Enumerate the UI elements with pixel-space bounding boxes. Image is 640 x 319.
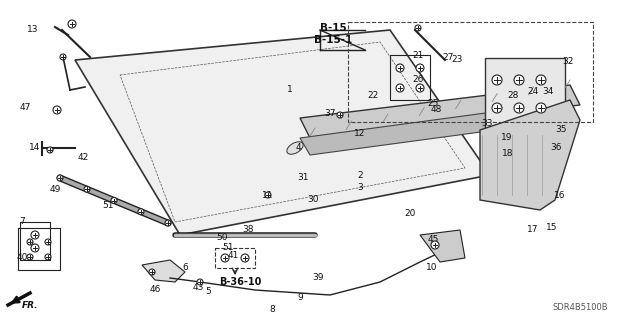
Text: 13: 13 [28,26,39,34]
Circle shape [416,84,424,92]
Text: 46: 46 [149,286,161,294]
Text: 3: 3 [357,182,363,191]
Text: 14: 14 [29,144,41,152]
Text: 39: 39 [312,273,324,283]
Text: 30: 30 [307,196,319,204]
Text: SDR4B5100B: SDR4B5100B [552,303,608,313]
Circle shape [45,254,51,260]
Circle shape [47,147,53,153]
Polygon shape [75,30,490,235]
Ellipse shape [287,142,303,154]
Text: 27: 27 [442,54,454,63]
Text: 6: 6 [182,263,188,272]
Text: 31: 31 [297,174,308,182]
Text: 48: 48 [430,106,442,115]
Text: 26: 26 [412,76,424,85]
Text: 42: 42 [77,153,88,162]
Circle shape [53,106,61,114]
Text: FR.: FR. [22,300,38,309]
Polygon shape [420,230,465,262]
Circle shape [536,103,546,113]
Text: 25: 25 [428,99,438,108]
Text: 34: 34 [542,87,554,97]
Circle shape [416,64,424,72]
Circle shape [45,239,51,245]
Text: 38: 38 [243,226,253,234]
Circle shape [536,75,546,85]
Circle shape [415,25,421,31]
Circle shape [111,197,117,204]
Text: 41: 41 [227,250,239,259]
Text: 1: 1 [287,85,293,94]
Circle shape [27,254,33,260]
Text: 37: 37 [324,108,336,117]
Circle shape [396,64,404,72]
Circle shape [27,239,33,245]
Text: 11: 11 [262,191,274,201]
Circle shape [492,103,502,113]
Text: B-36-10: B-36-10 [219,277,261,287]
Circle shape [197,279,203,285]
Circle shape [57,175,63,181]
Circle shape [431,241,439,249]
Circle shape [265,192,271,198]
Text: 49: 49 [49,186,61,195]
Text: 17: 17 [527,226,539,234]
Circle shape [149,269,155,275]
Text: 20: 20 [404,209,416,218]
Circle shape [337,112,343,118]
Text: 15: 15 [547,224,557,233]
Text: 5: 5 [205,287,211,296]
Circle shape [396,84,404,92]
Polygon shape [300,85,580,138]
Text: 7: 7 [19,218,25,226]
Circle shape [514,103,524,113]
Polygon shape [480,100,580,210]
Text: 18: 18 [502,149,514,158]
Text: 40: 40 [16,254,28,263]
Circle shape [492,75,502,85]
Polygon shape [142,260,185,282]
Text: B-15-1: B-15-1 [314,35,352,45]
Text: 45: 45 [428,235,438,244]
Polygon shape [300,105,555,155]
Text: 19: 19 [501,133,513,143]
Text: 16: 16 [554,190,566,199]
Text: 33: 33 [481,118,493,128]
Text: 12: 12 [355,129,365,137]
Text: B-15: B-15 [319,23,346,33]
Text: 50: 50 [216,234,228,242]
Circle shape [221,254,229,262]
Text: 9: 9 [297,293,303,302]
Circle shape [68,20,76,28]
Text: 28: 28 [508,91,518,100]
Text: 4: 4 [295,144,301,152]
Text: 32: 32 [563,57,573,66]
Circle shape [165,220,171,226]
Text: 2: 2 [357,170,363,180]
Text: 51: 51 [222,243,234,253]
Circle shape [514,75,524,85]
Text: 47: 47 [19,103,31,113]
Text: 22: 22 [367,91,379,100]
Text: 43: 43 [192,284,204,293]
Circle shape [60,54,66,60]
Text: 23: 23 [451,56,463,64]
Text: 10: 10 [426,263,438,272]
Text: 51: 51 [102,201,114,210]
Text: 35: 35 [556,125,567,135]
Circle shape [31,244,39,252]
FancyBboxPatch shape [485,58,565,133]
Circle shape [241,254,249,262]
Text: 21: 21 [412,50,424,60]
Text: 8: 8 [269,306,275,315]
Circle shape [138,209,144,215]
Text: 24: 24 [527,87,539,97]
Text: 36: 36 [550,144,562,152]
Circle shape [31,231,39,239]
Circle shape [84,186,90,192]
